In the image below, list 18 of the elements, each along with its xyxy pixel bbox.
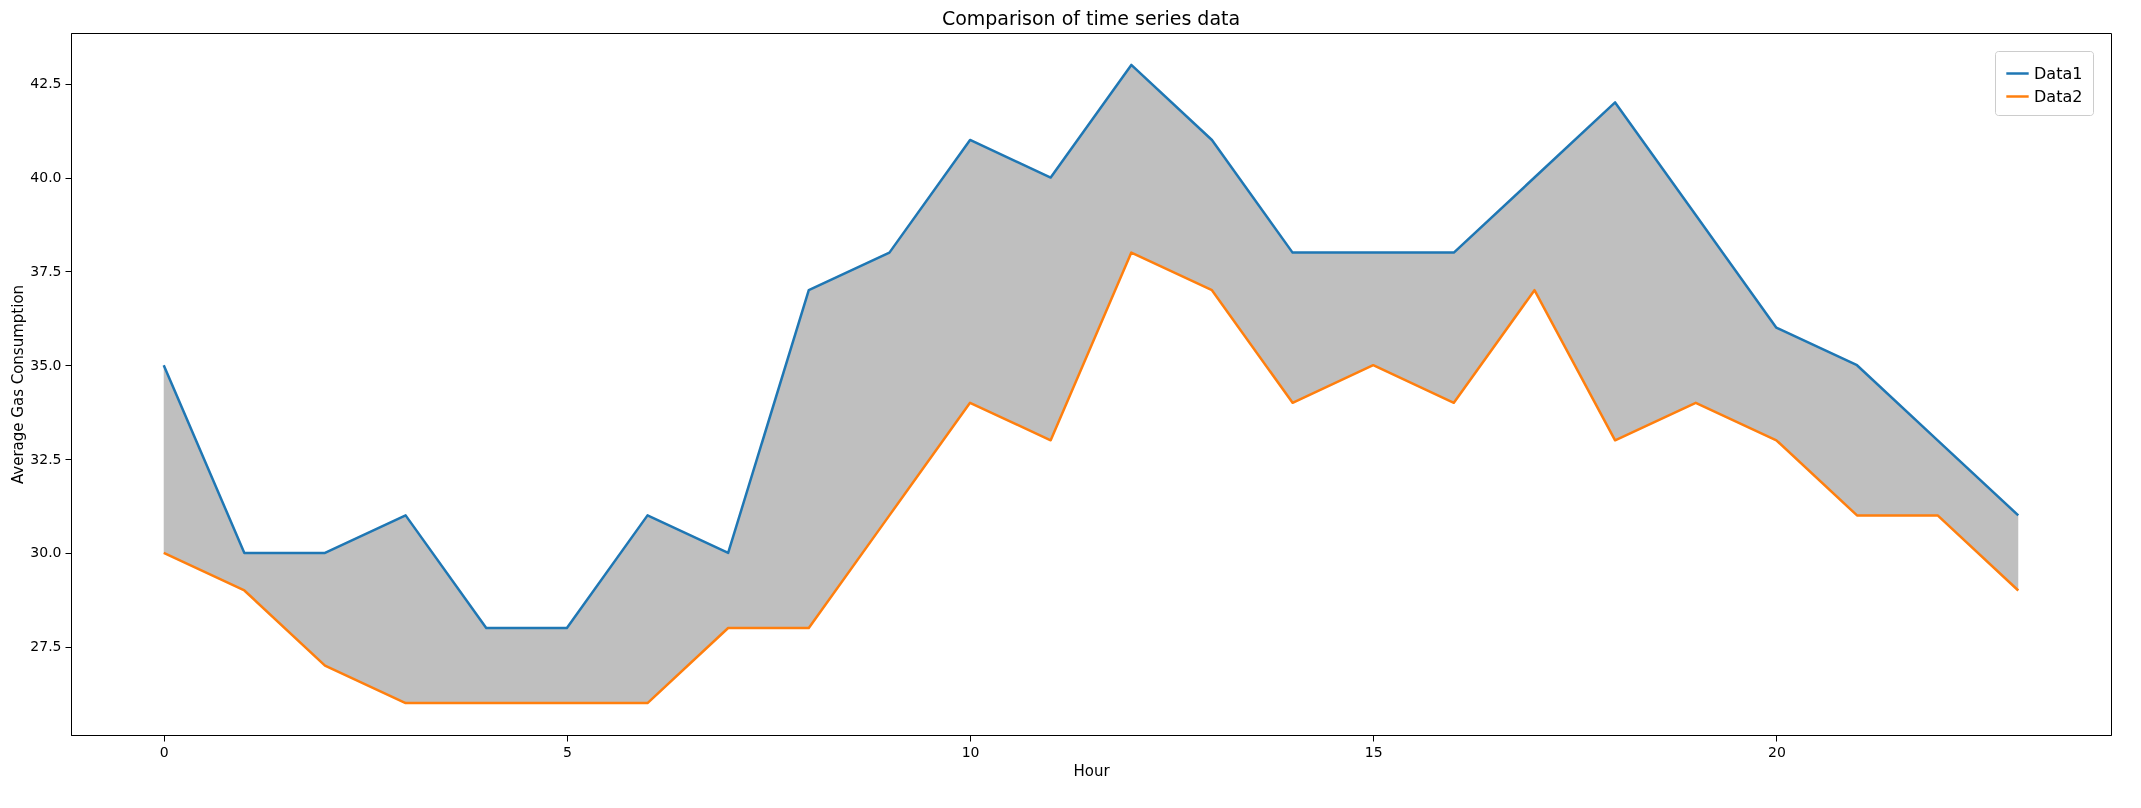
x-tick-label: 10	[961, 743, 980, 760]
legend-label: Data1	[2034, 63, 2083, 83]
chart-title: Comparison of time series data	[941, 7, 1241, 29]
y-tick-label: 35.0	[30, 356, 62, 373]
x-tick-label: 15	[1364, 743, 1383, 760]
y-axis-title: Average Gas Consumption	[9, 284, 28, 485]
x-axis-title: Hour	[1073, 761, 1111, 780]
x-tick-label: 5	[562, 743, 572, 760]
y-tick-label: 30.0	[30, 544, 62, 561]
y-tick-label: 32.5	[30, 450, 62, 467]
y-tick-label: 42.5	[30, 75, 62, 92]
y-tick-label: 27.5	[30, 638, 62, 655]
x-tick-label: 0	[159, 743, 169, 760]
y-tick-label: 37.5	[30, 262, 62, 279]
x-tick-label: 20	[1767, 743, 1786, 760]
line-series	[162, 251, 2020, 705]
y-tick-label: 40.0	[30, 169, 62, 186]
legend-label: Data2	[2034, 86, 2083, 106]
